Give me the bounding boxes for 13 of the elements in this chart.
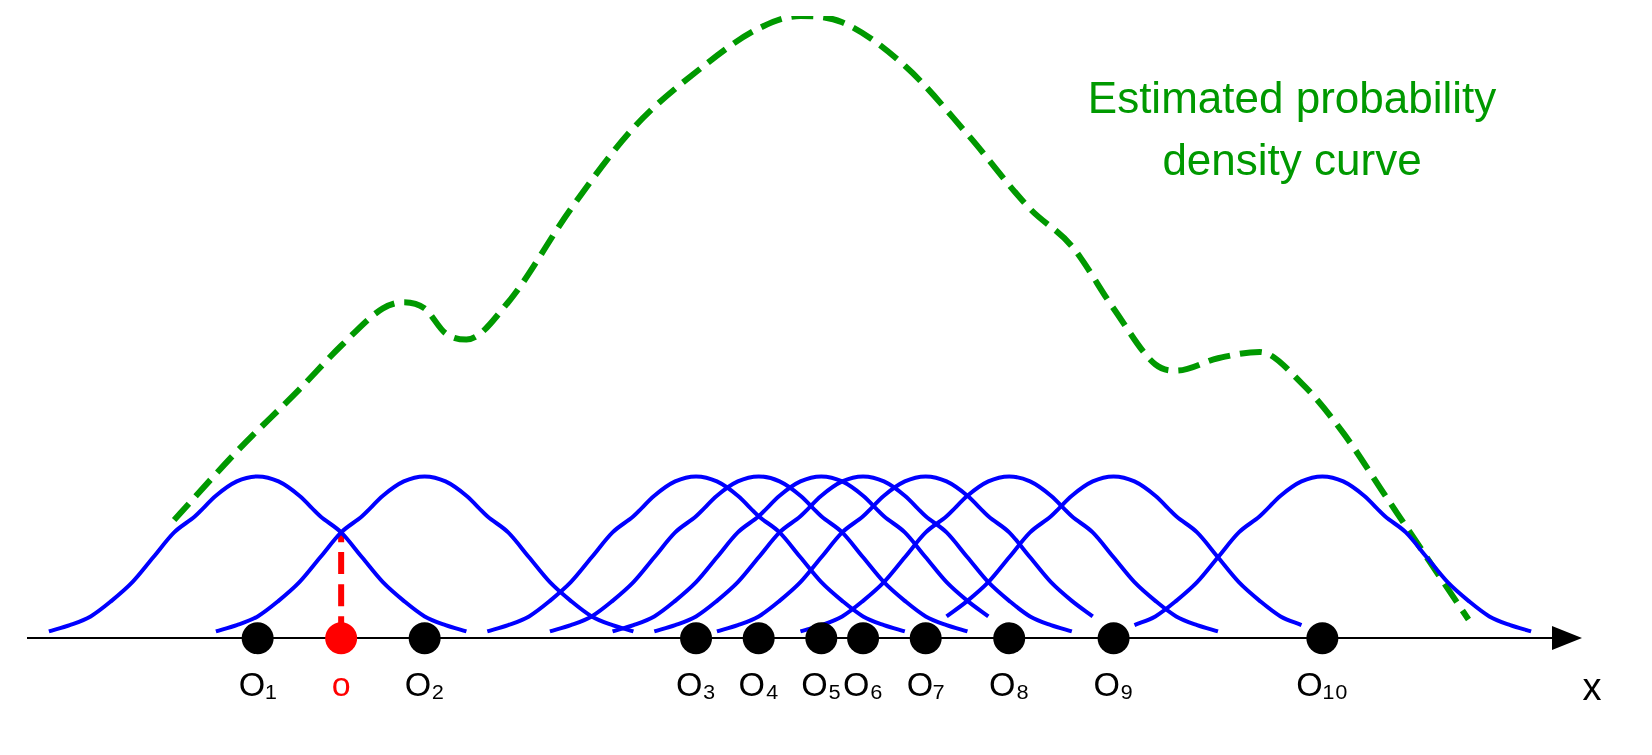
x-tick-label: O₉ <box>1093 664 1134 703</box>
x-tick-label: O₁₀ <box>1296 664 1349 703</box>
x-tick-label: O₈ <box>988 664 1030 703</box>
x-axis-title: x <box>1582 665 1602 708</box>
x-tick-label: O₆ <box>842 664 884 703</box>
x-tick-label: O₄ <box>738 664 779 703</box>
series-label: Estimated probability density curve <box>1087 73 1497 184</box>
x-tick-label: O₁ <box>238 664 277 703</box>
x-tick-label: O₅ <box>801 664 842 703</box>
x-tick-label: O₂ <box>404 664 445 703</box>
x-tick-label: o <box>331 664 351 703</box>
x-tick-label: O₃ <box>675 664 717 703</box>
x-tick-label: O₇ <box>906 664 945 703</box>
